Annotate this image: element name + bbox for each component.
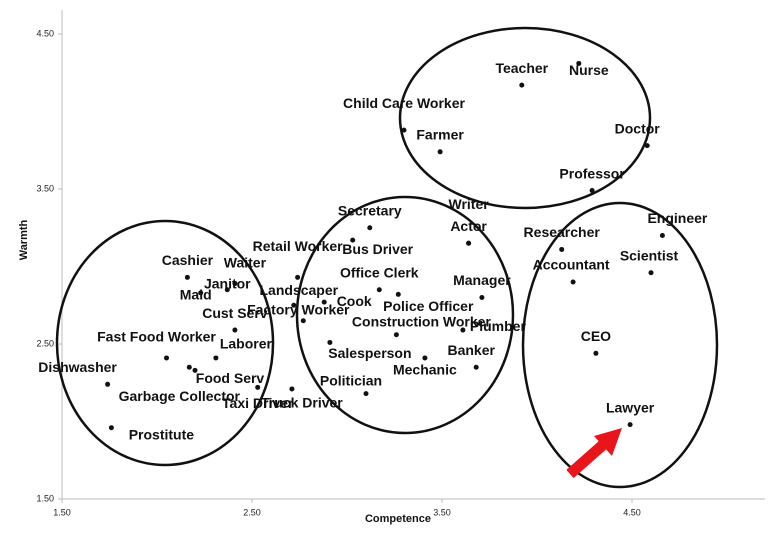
point [255,384,261,390]
point [659,233,665,238]
point-label: Prostitute [129,426,195,442]
point [648,270,654,276]
point-label: Writer [448,196,489,212]
point-label: Professor [559,165,625,181]
y-tick-label: 4.50 [36,28,54,38]
point-label: Food Serv [196,370,265,386]
point-label: Engineer [647,210,707,226]
point-label: Secretary [338,202,402,218]
point-label: Actor [450,218,487,234]
point [519,82,525,88]
point-label: Accountant [533,257,610,273]
x-tick-label: 2.50 [243,507,261,517]
y-tick-label: 2.50 [36,338,54,348]
point-label: Laborer [220,336,273,352]
point-label: Maid [180,287,212,303]
point-label: Lawyer [606,399,655,415]
point [321,299,327,305]
point-label: Banker [447,342,495,358]
point [627,422,633,428]
point-label: Landscaper [260,282,339,298]
point [198,290,204,296]
y-axis-title: Warmth [18,219,30,260]
point-label: Manager [453,272,511,288]
cluster-ellipse [521,201,719,489]
point [213,355,219,361]
point [363,391,369,397]
arrow [566,428,622,479]
point-label: Garbage Collector [119,388,241,404]
point-label: Salesperson [328,345,411,361]
point [192,367,198,373]
point [460,327,466,333]
y-tick-label: 3.50 [36,183,54,193]
x-axis-title: Competence [365,513,431,525]
point-label: Politician [320,372,382,388]
point-label: Retail Worker [253,238,344,254]
point-label: Office Clerk [340,264,419,280]
point [576,60,582,66]
point [291,302,297,308]
point-label: Plumber [470,318,527,334]
point-label: Cashier [162,252,214,268]
point-label: Truck Driver [261,395,343,411]
point-label: Cust Serv [202,305,268,321]
point [593,350,599,356]
point-label: Factory Worker [247,301,350,317]
point [401,127,407,133]
point-label: Cook [337,293,372,309]
point [395,291,401,297]
point [559,246,565,252]
cluster-ellipse [55,219,275,467]
x-tick-label: 1.50 [53,507,71,517]
point [184,274,190,280]
point [295,274,301,280]
point [289,386,295,392]
point-label: Taxi Driver [222,395,294,411]
x-tick-label: 4.50 [623,507,641,517]
point-label: Police Officer [383,298,474,314]
point [186,364,192,370]
point [473,364,479,370]
point [422,355,428,361]
point [479,295,485,300]
point-label: Farmer [416,127,464,143]
point [393,332,399,338]
y-tick-label: 1.50 [36,493,54,503]
point-label: Dishwasher [38,359,117,375]
point [589,188,595,194]
point-label: Researcher [524,224,601,240]
point [105,381,111,387]
point [232,327,238,333]
point [466,240,472,246]
x-tick-label: 3.50 [433,507,451,517]
point [164,355,169,361]
point-label: Janitor [204,275,251,291]
point-label: Mechanic [393,362,457,378]
point [367,225,373,231]
point-label: Bus Driver [342,241,413,257]
point-label: Construction Worker [352,313,492,329]
point-label: Nurse [569,62,609,78]
point-label: Waiter [224,254,267,270]
point [644,143,650,149]
point [350,237,356,243]
point-label: Child Care Worker [343,95,465,111]
point [224,287,230,293]
cluster-ellipse [398,26,652,210]
point [327,339,333,345]
point [437,149,443,155]
cluster-ellipse [295,195,515,435]
point [376,287,382,293]
point [570,279,576,285]
point-label: Fast Food Worker [97,329,216,345]
point-label: Doctor [615,120,661,136]
point-label: Teacher [495,60,548,76]
point [300,318,306,324]
point-label: Scientist [620,247,679,263]
point-label: CEO [581,328,611,344]
point [108,425,114,431]
point [232,281,238,287]
